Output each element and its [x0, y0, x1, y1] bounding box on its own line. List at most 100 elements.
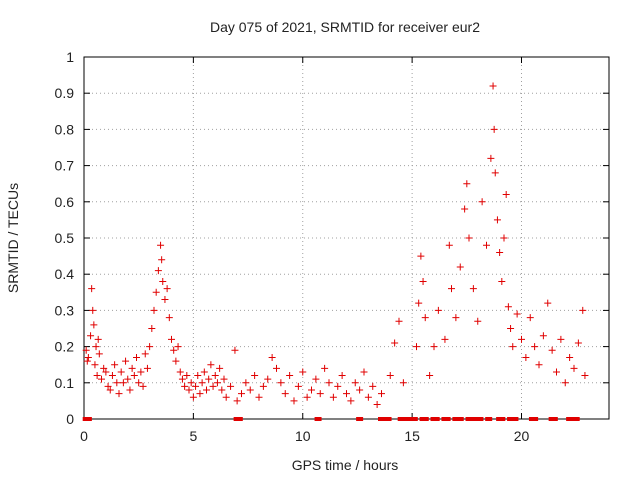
data-point	[94, 335, 102, 343]
data-point	[90, 321, 98, 329]
data-point	[456, 417, 464, 421]
data-point	[391, 339, 399, 347]
data-point	[82, 346, 90, 354]
data-point	[100, 364, 108, 372]
data-point	[539, 332, 547, 340]
y-tick-label: 0.8	[55, 121, 75, 137]
data-point	[574, 339, 582, 347]
data-point	[496, 248, 504, 256]
data-point	[150, 306, 158, 314]
grid-lines	[84, 57, 609, 419]
data-point	[126, 386, 134, 394]
data-point	[111, 361, 119, 369]
data-point	[148, 325, 156, 332]
data-point	[299, 368, 307, 376]
data-point	[84, 417, 92, 421]
data-point	[487, 154, 495, 162]
data-point	[231, 346, 239, 354]
data-point	[163, 285, 171, 293]
plot-frame	[83, 56, 610, 420]
data-point	[115, 390, 123, 398]
data-point	[122, 357, 130, 365]
y-tick-label: 0.5	[55, 230, 75, 246]
data-point	[277, 379, 285, 387]
data-point	[205, 375, 213, 383]
data-point	[113, 379, 121, 387]
data-point	[143, 364, 151, 372]
data-point	[83, 357, 91, 365]
data-point	[448, 285, 455, 293]
data-point	[185, 386, 193, 394]
data-point	[504, 303, 512, 311]
data-point	[373, 401, 381, 409]
data-point	[478, 198, 486, 206]
y-axis-ticks: 0 0.1 0.2 0.3 0.4 0.5 0.6 0.7 0.8 0.9 1	[55, 49, 609, 427]
data-point	[220, 375, 228, 383]
data-point	[92, 343, 100, 351]
data-point	[235, 417, 243, 421]
data-point	[200, 368, 208, 376]
data-point	[222, 393, 230, 401]
data-point	[463, 180, 471, 188]
data-point	[511, 417, 519, 421]
data-point	[360, 368, 368, 376]
data-point	[550, 417, 558, 421]
data-point	[130, 372, 138, 380]
data-point	[242, 379, 250, 387]
data-point	[415, 299, 423, 307]
data-point	[246, 386, 254, 394]
data-point	[498, 417, 506, 421]
data-point	[399, 379, 407, 387]
data-point	[187, 379, 195, 387]
data-point	[430, 343, 438, 351]
data-point	[183, 372, 191, 380]
data-point	[329, 393, 337, 401]
data-point	[209, 382, 217, 390]
data-point	[544, 299, 552, 307]
data-point	[102, 368, 110, 376]
data-point	[189, 393, 197, 401]
data-point	[531, 343, 539, 351]
x-axis-ticks: 0 5 10 15 20	[80, 57, 529, 444]
data-point	[493, 216, 501, 224]
data-point	[386, 372, 394, 380]
data-point	[421, 417, 429, 421]
data-point	[108, 372, 116, 380]
data-point	[513, 310, 521, 318]
data-point	[117, 368, 125, 376]
data-point	[485, 417, 493, 421]
data-point	[141, 350, 149, 358]
data-point	[347, 397, 355, 405]
y-tick-label: 0.2	[55, 339, 75, 355]
data-point	[146, 343, 154, 351]
data-point	[502, 191, 510, 199]
data-point	[251, 372, 259, 380]
data-point	[518, 335, 525, 343]
data-point	[465, 234, 473, 242]
data-point	[467, 417, 475, 421]
data-point	[413, 343, 420, 351]
data-point	[216, 364, 224, 372]
data-point	[273, 364, 280, 372]
x-axis-title: GPS time / hours	[292, 457, 399, 473]
data-point	[566, 353, 574, 361]
data-point	[152, 288, 160, 296]
data-point	[170, 346, 178, 354]
data-point	[286, 372, 294, 380]
data-point	[561, 379, 569, 387]
data-point	[351, 379, 359, 387]
data-point	[553, 368, 560, 376]
data-point	[106, 386, 114, 394]
data-point	[531, 417, 539, 421]
y-tick-label: 0.4	[55, 266, 75, 282]
data-point	[119, 379, 127, 387]
data-point	[154, 267, 162, 275]
data-point	[489, 82, 497, 90]
x-tick-label: 15	[404, 428, 420, 444]
data-point	[133, 353, 140, 361]
data-point	[308, 386, 315, 394]
data-point	[491, 169, 499, 177]
data-point	[88, 285, 96, 293]
data-point	[581, 372, 589, 380]
data-point	[579, 306, 587, 314]
